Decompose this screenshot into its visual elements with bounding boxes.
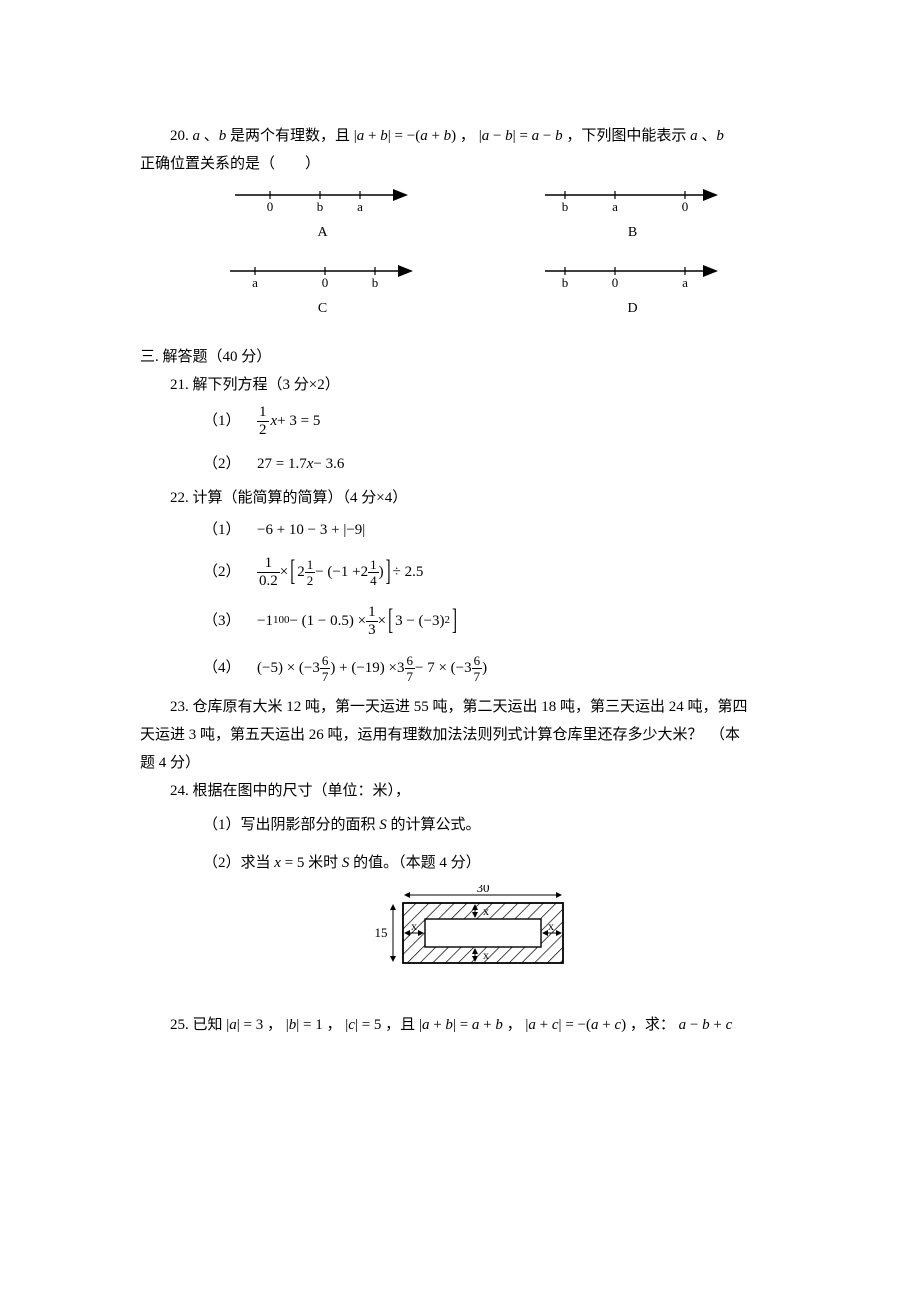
q20-line1: 20. a 、b 是两个有理数，且 |a + b| = −(a + b) ， |… bbox=[140, 124, 810, 148]
q20-c1: ， bbox=[460, 128, 475, 144]
svg-text:a: a bbox=[357, 199, 363, 212]
caption-c: C bbox=[225, 298, 420, 320]
q24-num: 24. bbox=[170, 783, 189, 799]
q23-l2: 天运进 3 吨，第五天运出 26 吨，运用有理数加法法则列式计算仓库里还存多少大… bbox=[140, 723, 810, 747]
number-line-c: a 0 b bbox=[225, 264, 420, 288]
q24: 24. 根据在图中的尺寸（单位：米）， bbox=[140, 779, 810, 803]
q20-expr1: |a + b| = −(a + b) bbox=[354, 128, 456, 144]
q21-num: 21. bbox=[170, 377, 189, 393]
svg-text:b: b bbox=[562, 199, 569, 212]
q22-title: 计算（能简算的简算）（4 分×4） bbox=[193, 490, 408, 506]
q23-l1: 23. 仓库原有大米 12 吨，第一天运进 55 吨，第二天运出 18 吨，第三… bbox=[140, 695, 810, 719]
q20-num: 20. bbox=[170, 128, 189, 144]
svg-text:0: 0 bbox=[322, 275, 329, 288]
q20-col-right: b a 0 B b 0 a D bbox=[540, 188, 725, 321]
caption-b: B bbox=[540, 222, 725, 244]
svg-text:x: x bbox=[411, 919, 417, 933]
q21: 21. 解下列方程（3 分×2） bbox=[140, 373, 810, 397]
svg-text:b: b bbox=[372, 275, 379, 288]
q21-title: 解下列方程（3 分×2） bbox=[193, 377, 340, 393]
svg-text:0: 0 bbox=[612, 275, 619, 288]
q21-sub2-num: （2） bbox=[203, 452, 257, 476]
svg-text:x: x bbox=[548, 919, 554, 933]
q20-text-a: 是两个有理数，且 bbox=[230, 128, 350, 144]
section3-title: 三. 解答题（40 分） bbox=[140, 345, 810, 369]
q25-post: ，求： bbox=[630, 1017, 675, 1033]
svg-text:b: b bbox=[562, 275, 569, 288]
page: 20. a 、b 是两个有理数，且 |a + b| = −(a + b) ， |… bbox=[0, 0, 920, 1101]
q23-num: 23. bbox=[170, 699, 189, 715]
q22-sub1-num: （1） bbox=[203, 518, 257, 542]
q25-pre: 已知 bbox=[193, 1017, 223, 1033]
q24-sub2: （2）求当 x = 5 米时 S 的值。（本题 4 分） bbox=[140, 851, 810, 875]
svg-text:0: 0 bbox=[267, 199, 274, 212]
q21-sub1-num: （1） bbox=[203, 409, 257, 433]
rect-diagram: 30 15 x x x x bbox=[363, 885, 588, 985]
number-line-a: 0 b a bbox=[230, 188, 415, 212]
q20-diagram-c: a 0 b C bbox=[225, 264, 420, 320]
q22-sub4-num: （4） bbox=[203, 656, 257, 680]
svg-text:a: a bbox=[612, 199, 618, 212]
svg-text:x: x bbox=[483, 904, 489, 918]
q23-l3: 题 4 分） bbox=[140, 751, 810, 775]
svg-text:15: 15 bbox=[374, 925, 387, 940]
q22-sub3: （3） −1100 − (1 − 0.5) × 13 × [ 3 − (−3)2… bbox=[140, 605, 810, 638]
q22-sub1: （1） −6 + 10 − 3 + |−9| bbox=[140, 518, 810, 542]
caption-d: D bbox=[540, 298, 725, 320]
q20-diagram-d: b 0 a D bbox=[540, 264, 725, 320]
q22-sub2: （2） 10.2 × [ 2 12 − (−1 + 2 14 ) ] ÷ 2.5 bbox=[140, 556, 810, 589]
q20-line2: 正确位置关系的是（ ） bbox=[140, 152, 810, 176]
q20-diagram-a: 0 b a A bbox=[225, 188, 420, 244]
q24-title: 根据在图中的尺寸（单位：米）， bbox=[193, 783, 411, 799]
q25-num: 25. bbox=[170, 1017, 189, 1033]
q21-sub2: （2） 27 = 1.7x − 3.6 bbox=[140, 452, 810, 476]
q22-num: 22. bbox=[170, 490, 189, 506]
q20-diagrams: 0 b a A a 0 b C bbox=[140, 188, 810, 321]
q20-col-left: 0 b a A a 0 b C bbox=[225, 188, 420, 321]
q20-expr2: |a − b| = a − b bbox=[479, 128, 563, 144]
q20-diagram-b: b a 0 B bbox=[540, 188, 725, 244]
q22-sub3-num: （3） bbox=[203, 609, 257, 633]
svg-text:x: x bbox=[483, 948, 489, 962]
q25: 25. 已知 |a| = 3 ， |b| = 1 ， |c| = 5 ，且 |a… bbox=[140, 1013, 810, 1037]
svg-text:b: b bbox=[317, 199, 324, 212]
number-line-b: b a 0 bbox=[540, 188, 725, 212]
number-line-d: b 0 a bbox=[540, 264, 725, 288]
svg-text:0: 0 bbox=[682, 199, 689, 212]
caption-a: A bbox=[225, 222, 420, 244]
q22: 22. 计算（能简算的简算）（4 分×4） bbox=[140, 486, 810, 510]
q25-mid: ，且 bbox=[385, 1017, 415, 1033]
q23-text-l1: 仓库原有大米 12 吨，第一天运进 55 吨，第二天运出 18 吨，第三天运出 … bbox=[193, 699, 748, 715]
q21-sub1: （1） 12 x + 3 = 5 bbox=[140, 405, 810, 438]
svg-text:a: a bbox=[682, 275, 688, 288]
q24-figure: 30 15 x x x x bbox=[140, 885, 810, 985]
svg-text:a: a bbox=[252, 275, 258, 288]
q22-sub1-expr: −6 + 10 − 3 + |−9| bbox=[257, 518, 365, 542]
svg-text:30: 30 bbox=[476, 885, 489, 895]
q24-sub1: （1）写出阴影部分的面积 S 的计算公式。 bbox=[140, 813, 810, 837]
q22-sub4: （4） (−5) × (− 3 67 ) + (−19) × 3 67 − 7 … bbox=[140, 654, 810, 683]
q20-text-b: ，下列图中能表示 a 、b bbox=[566, 128, 724, 144]
q22-sub2-num: （2） bbox=[203, 560, 257, 584]
